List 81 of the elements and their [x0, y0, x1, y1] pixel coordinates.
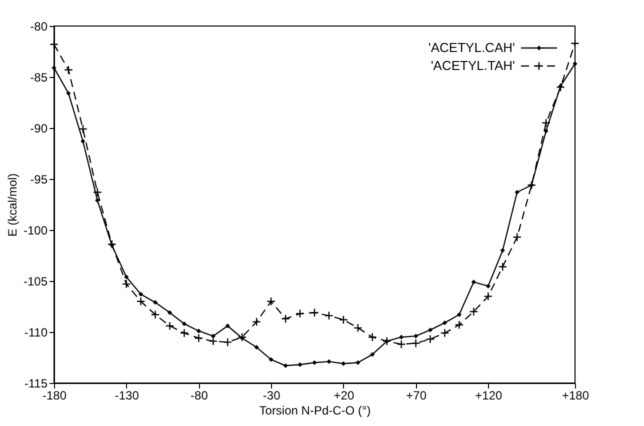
point — [107, 240, 116, 249]
x-tick-label: +20 — [334, 388, 354, 402]
point — [208, 336, 218, 346]
point — [167, 310, 172, 315]
point — [338, 315, 348, 324]
x-tick-label: -80 — [190, 388, 208, 402]
y-tick-label: -85 — [30, 70, 48, 84]
point — [486, 284, 491, 288]
x-tick-label: +70 — [406, 388, 427, 402]
x-tick-label: -30 — [262, 388, 281, 402]
point — [296, 309, 304, 318]
point — [194, 334, 204, 343]
y-tick-label: -100 — [23, 224, 48, 238]
point — [122, 280, 131, 289]
point — [454, 320, 464, 330]
point — [398, 334, 404, 340]
point — [66, 90, 71, 96]
y-tick-label: -105 — [23, 274, 48, 288]
point — [225, 324, 230, 328]
point — [238, 332, 247, 342]
point — [223, 338, 232, 347]
point — [512, 232, 522, 242]
point — [498, 262, 508, 272]
point — [356, 360, 360, 365]
point — [326, 359, 332, 364]
point — [514, 190, 520, 195]
point — [353, 323, 362, 332]
point — [500, 248, 505, 253]
point — [411, 338, 420, 348]
legend-label: 'ACETYL.CAH' — [428, 40, 515, 55]
point — [152, 300, 158, 305]
point — [471, 280, 476, 284]
point — [64, 65, 73, 74]
point — [252, 317, 262, 326]
point — [268, 357, 274, 362]
y-axis-title: E (kcal/mol) — [5, 173, 20, 237]
point — [370, 352, 375, 357]
point — [368, 332, 377, 342]
x-tick-label: +180 — [562, 388, 590, 402]
point — [254, 344, 259, 350]
point — [312, 360, 317, 365]
point — [542, 118, 551, 128]
point — [196, 328, 202, 334]
point — [341, 361, 346, 366]
point — [165, 321, 174, 330]
y-tick-label: -115 — [24, 376, 48, 390]
point — [266, 296, 276, 306]
point — [428, 328, 433, 332]
point — [210, 334, 216, 338]
point — [150, 310, 160, 320]
point — [95, 198, 100, 203]
point — [484, 292, 493, 301]
point — [80, 138, 86, 144]
point — [396, 340, 406, 349]
x-tick-label: +120 — [475, 388, 503, 402]
point — [180, 328, 189, 338]
y-tick-label: -110 — [24, 326, 48, 340]
y-tick-label: -95 — [30, 172, 48, 186]
point — [440, 328, 450, 338]
point — [442, 320, 448, 326]
point — [124, 274, 129, 280]
point — [556, 82, 565, 92]
point — [413, 334, 418, 338]
point — [182, 321, 187, 326]
point — [324, 311, 334, 320]
point — [283, 363, 288, 368]
x-tick-label: -180 — [42, 388, 67, 402]
point — [298, 362, 302, 367]
y-tick-label: -80 — [30, 20, 48, 34]
point — [426, 334, 435, 344]
point — [138, 292, 144, 297]
x-tick-label: -130 — [114, 388, 140, 402]
point — [92, 188, 102, 197]
x-axis-title: Torsion N-Pd-C-O (°) — [259, 404, 371, 418]
point — [310, 308, 319, 318]
point — [281, 314, 290, 324]
point — [136, 296, 146, 306]
legend-label: 'ACETYL.TAH' — [430, 58, 515, 73]
point — [469, 307, 478, 316]
point — [456, 312, 462, 318]
y-tick-label: -90 — [30, 122, 48, 136]
